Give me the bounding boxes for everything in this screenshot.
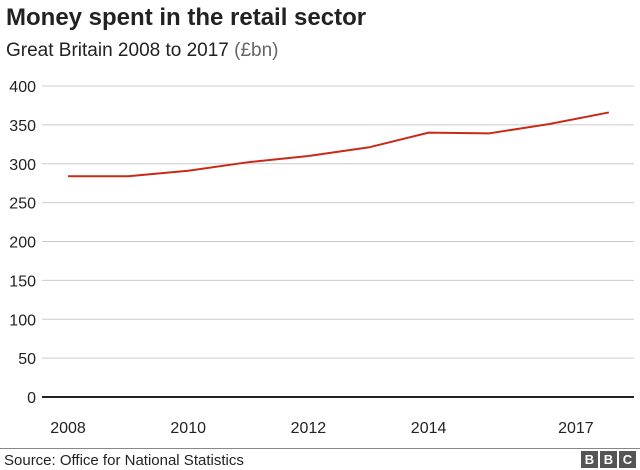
x-tick-label: 2012	[291, 420, 327, 437]
chart-subtitle: Great Britain 2008 to 2017 (£bn)	[6, 40, 279, 62]
bbc-logo: B B C	[581, 451, 636, 468]
footer-divider	[0, 448, 640, 449]
line-chart: 0 50 100 150 200 250 300 350 400 2008 2010 2012 2014…	[9, 79, 634, 437]
source-note: Source: Office for National Statistics	[4, 452, 244, 469]
logo-letter: B	[600, 451, 617, 468]
y-tick-label: 150	[9, 273, 36, 290]
chart-title: Money spent in the retail sector	[6, 4, 367, 31]
unit-label: (£bn)	[234, 40, 279, 61]
y-tick-label: 100	[9, 312, 36, 329]
x-tick-label: 2008	[50, 420, 86, 437]
y-tick-label: 0	[27, 390, 36, 407]
series-line	[68, 111, 610, 178]
y-tick-label: 200	[9, 235, 36, 252]
x-tick-label: 2010	[170, 420, 206, 437]
x-tick-label: 2014	[411, 420, 447, 437]
y-tick-label: 350	[9, 118, 36, 135]
logo-letter: B	[581, 451, 598, 468]
y-tick-label: 300	[9, 157, 36, 174]
y-tick-label: 400	[9, 79, 36, 96]
x-tick-label: 2017	[558, 420, 594, 437]
logo-letter: C	[619, 451, 636, 468]
y-tick-label: 250	[9, 196, 36, 213]
y-tick-label: 50	[18, 351, 36, 368]
subtitle-text: Great Britain 2008 to 2017	[6, 40, 229, 61]
